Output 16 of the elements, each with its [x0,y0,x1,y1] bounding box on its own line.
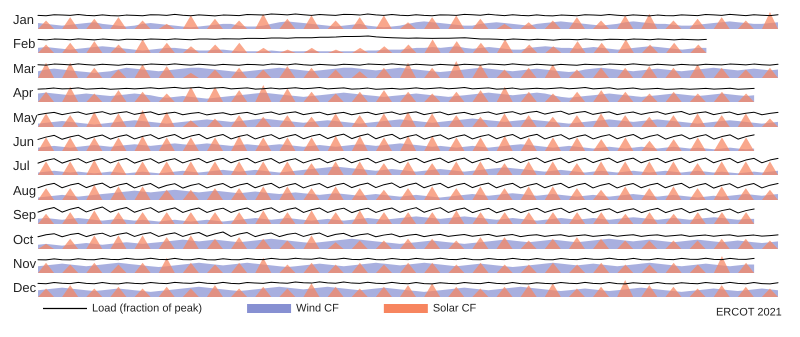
chart-title: Aug [13,182,36,198]
chart-title: Dec [13,280,37,296]
chart-title: Jul [13,158,30,174]
chart-title: Jan [13,12,34,27]
chart-title: Oct [13,232,34,247]
chart-title: Jun [13,134,34,149]
legend-label: Solar CF [432,302,477,315]
chart-title: Feb [13,36,36,52]
text: ERCOT 2021 [716,306,782,319]
legend-label: Wind CF [296,302,340,315]
chart-title: Nov [13,256,37,271]
chart-title: May [13,110,38,125]
chart-title: Apr [13,85,34,100]
legend-label: Load (fraction of peak) [92,302,202,315]
chart-title: Mar [13,60,36,76]
chart-title: Sep [13,207,36,222]
